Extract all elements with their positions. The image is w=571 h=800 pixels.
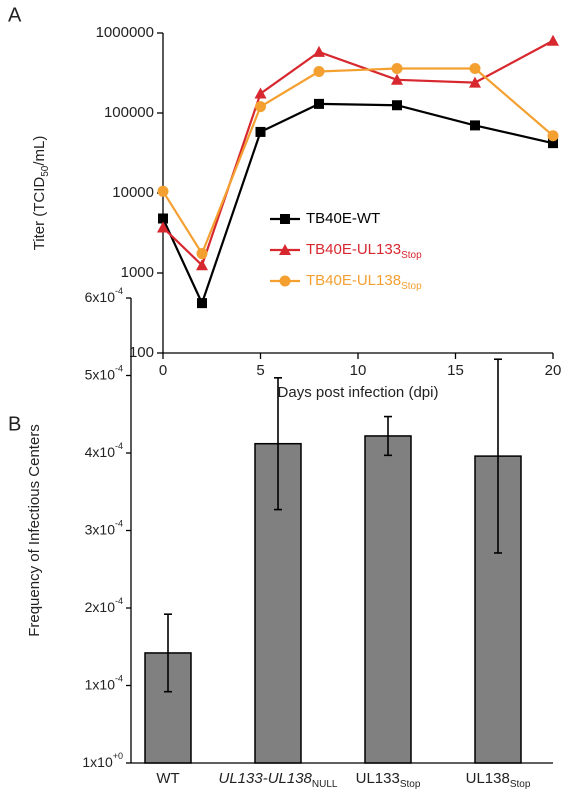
marker [391,62,403,74]
legend-name: TB40E-UL133 [306,241,401,258]
marker [470,120,480,131]
x-tick-label: WT [156,770,179,787]
error-bar [494,358,502,554]
marker [547,130,559,142]
y-tick-label: 2x10-4 [85,596,123,614]
y-tick-label: 1000 [121,264,154,281]
y-tick-label-base: 4x10 [85,444,116,460]
marker [280,214,290,224]
y-tick-label-sup: -4 [115,364,123,374]
series-line [162,39,554,268]
x-tick-label: UL133Stop [356,770,421,790]
y-tick-label: 1x10-4 [85,674,123,692]
y-tick-label-sup: +0 [113,751,123,761]
category-sub: Stop [400,779,421,790]
x-tick-label: 10 [350,362,367,379]
y-tick-label: 4x10-4 [85,441,123,459]
marker [157,185,169,197]
marker [158,213,168,224]
error-bar [274,377,282,511]
y-tick-label-sup: -4 [115,596,123,606]
legend-name: TB40E-UL138 [306,272,401,289]
y-tick-label: 100 [129,344,154,361]
marker [254,87,267,99]
y-tick-label-base: 1x10 [85,676,116,692]
category-name: UL133-UL138 [219,770,313,787]
y-tick-label: 100000 [104,104,154,121]
legend-entry: TB40E-UL138Stop [306,272,422,292]
x-axis-label: Days post infection (dpi) [278,384,439,401]
x-tick-label: 15 [447,362,464,379]
y-tick-label-base: 5x10 [85,366,116,382]
y-tick-label-sup: -4 [115,286,123,296]
bar [364,435,412,764]
category-name: UL138 [466,770,510,787]
legend-name: TB40E-WT [306,210,380,227]
y-tick-label: 10000 [112,184,154,201]
legend-entry: TB40E-UL133Stop [306,241,422,261]
marker [196,259,208,271]
x-tick-label: UL133-UL138NULL [219,770,338,790]
y-tick-label: 5x10-4 [85,364,123,382]
error-bar [384,415,392,457]
y-axis-label-text: Titer (TCID [31,177,48,251]
panel-label: A [8,4,22,26]
marker [157,221,169,233]
marker [279,275,291,287]
y-axis-label-sub: 50 [40,165,51,177]
legend-name-sub: Stop [401,250,422,261]
marker [313,45,325,57]
marker [197,298,207,309]
y-axis-label: Titer (TCID50/mL) [31,136,51,251]
marker [279,244,291,255]
marker [314,98,324,109]
marker [547,34,559,46]
y-tick-label-base: 1x10 [82,754,113,770]
y-tick-label-base: 2x10 [85,599,116,615]
y-tick-label-sup: -4 [115,519,123,529]
legend-name-sub: Stop [401,281,422,292]
y-axis-label: Frequency of Infectious Centers [26,424,43,637]
error-bar [164,613,172,693]
category-sub: Stop [510,779,531,790]
marker [469,76,481,88]
category-sub: NULL [312,779,338,790]
y-axis-label-after: /mL) [31,136,48,166]
marker [255,126,266,137]
marker [392,100,402,111]
marker [196,248,208,260]
legend-entry: TB40E-WT [306,210,380,227]
marker [313,66,325,78]
x-tick-label: UL138Stop [466,770,531,790]
y-tick-label: 1x10+0 [82,751,123,769]
x-tick-label: 0 [159,362,167,379]
marker [548,138,558,149]
y-tick-label: 6x10-4 [85,286,123,304]
y-tick-label: 3x10-4 [85,519,123,537]
y-tick-label-base: 6x10 [85,289,116,305]
y-tick-label-sup: -4 [115,674,123,684]
category-name: UL133 [356,770,400,787]
x-tick-label: 5 [256,362,264,379]
marker [255,101,266,113]
marker [391,73,403,85]
marker [469,62,481,74]
y-tick-label-sup: -4 [115,441,123,451]
panel-label: B [8,413,21,435]
y-tick-label-base: 3x10 [85,521,116,537]
x-tick-label: 20 [545,362,562,379]
y-tick-label: 1000000 [96,24,154,41]
category-name: WT [156,770,179,787]
